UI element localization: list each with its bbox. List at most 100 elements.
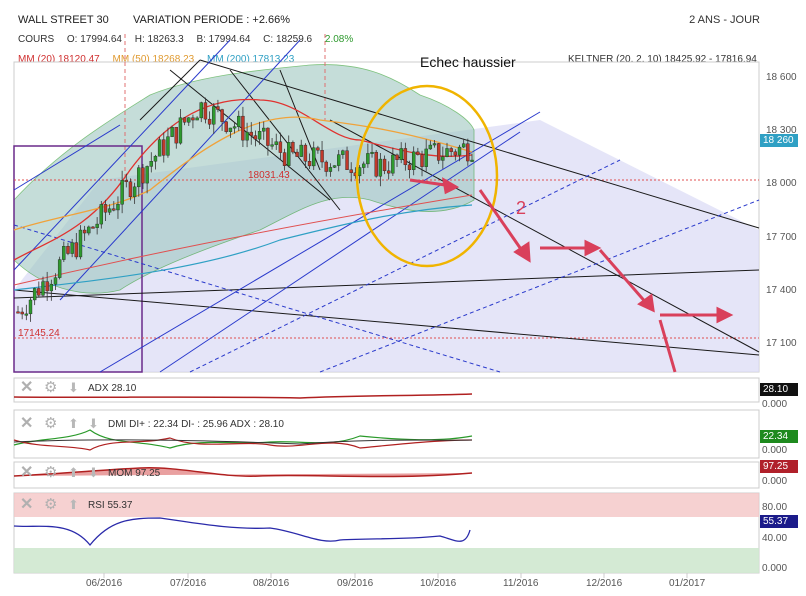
candle-body: [45, 281, 49, 292]
adx-line: [13, 393, 473, 399]
close-icon[interactable]: ✕: [20, 496, 34, 513]
candle-body: [320, 150, 324, 163]
rsi-line: [13, 517, 471, 547]
candle-body: [95, 223, 99, 228]
arrow-down-icon[interactable]: ⬇: [88, 416, 99, 431]
candle-body: [287, 142, 291, 166]
mom-line: [13, 467, 473, 478]
mm20-line: [13, 98, 473, 261]
arrow-down-icon[interactable]: ⬇: [68, 380, 79, 395]
current-price-badge: 18 260: [760, 134, 798, 147]
candle-body: [378, 158, 383, 177]
arrow-up-icon[interactable]: ⬆: [68, 465, 79, 480]
adx-panel: [13, 377, 760, 403]
candle-body: [428, 144, 433, 150]
y-tick: 17 100: [766, 338, 797, 349]
candle-body: [216, 106, 220, 110]
candle-body: [124, 180, 128, 183]
close-value: C: 18259.6: [263, 34, 313, 45]
mm200-line: [13, 204, 473, 291]
period-selector[interactable]: 2 ANS - JOUR: [689, 14, 760, 26]
mm50-legend[interactable]: MM (50) 18268.23: [112, 54, 195, 65]
candle-body: [282, 152, 287, 166]
candle-body: [349, 169, 353, 173]
change-value: 2.08%: [324, 34, 354, 45]
di-plus-line: [13, 429, 473, 449]
mm200-legend[interactable]: MM (200) 17813.23: [207, 54, 295, 65]
candle-body: [191, 117, 195, 121]
annotation-number: 2: [516, 198, 526, 218]
gear-icon[interactable]: ⚙: [44, 415, 58, 432]
candle-body: [41, 281, 45, 296]
gear-icon[interactable]: ⚙: [44, 496, 58, 513]
candle-body: [312, 147, 316, 167]
candlesticks: [16, 97, 474, 322]
candle-body: [470, 159, 474, 162]
blue-dashed-lines: [13, 159, 760, 373]
dmi-label: DMI DI+ : 22.34 DI- : 25.96 ADX : 28.10: [108, 419, 284, 430]
rsi-overbought-zone: [14, 493, 759, 517]
echec-label: Echec haussier: [420, 54, 516, 70]
instrument-title: WALL STREET 30: [18, 14, 109, 26]
candle-body: [170, 127, 174, 137]
candle-body: [178, 117, 183, 144]
candle-body: [141, 167, 145, 184]
rsi-badge: 55.37: [760, 515, 798, 528]
high-value: H: 18263.3: [134, 34, 184, 45]
keltner-legend[interactable]: KELTNER (20, 2, 10) 18425.92 - 17816.94: [568, 54, 757, 65]
candle-body: [107, 208, 112, 213]
candle-body: [278, 141, 283, 153]
close-icon[interactable]: ✕: [20, 464, 34, 481]
echec-ellipse: [355, 84, 499, 268]
adx-badge: 28.10: [760, 383, 798, 396]
candle-body: [299, 144, 303, 157]
close-icon[interactable]: ✕: [20, 415, 34, 432]
mm20-legend[interactable]: MM (20) 18120.47: [18, 54, 100, 65]
dmi-zero: 0.000: [762, 445, 788, 456]
mom-badge: 97.25: [760, 460, 798, 473]
candle-body: [49, 284, 54, 292]
candle-body: [224, 121, 228, 132]
candle-body: [257, 131, 262, 140]
x-tick: 09/2016: [337, 578, 374, 589]
arrow-up-icon[interactable]: ⬆: [68, 416, 79, 431]
candle-body: [291, 142, 295, 153]
x-tick: 08/2016: [253, 578, 290, 589]
close-icon[interactable]: ✕: [20, 379, 34, 396]
indicator-legend: MM (20) 18120.47 MM (50) 18268.23 MM (20…: [18, 54, 304, 65]
projection-arrows: [409, 177, 734, 373]
candle-body: [245, 131, 249, 141]
candle-body: [386, 170, 391, 174]
x-tick: 06/2016: [86, 578, 123, 589]
candle-body: [362, 163, 366, 168]
arrow-down-icon[interactable]: ⬇: [88, 465, 99, 480]
rsi-oversold-zone: [14, 548, 759, 573]
y-tick: 17 700: [766, 232, 797, 243]
candle-body: [332, 165, 337, 168]
candle-body: [62, 246, 66, 260]
candle-body: [457, 146, 462, 156]
x-axis-ticks: [103, 573, 688, 578]
candle-body: [262, 127, 266, 132]
candle-body: [228, 127, 233, 132]
candle-body: [99, 204, 104, 225]
candle-body: [74, 242, 79, 258]
gear-icon[interactable]: ⚙: [44, 464, 58, 481]
candle-body: [87, 226, 91, 234]
candle-body: [366, 153, 370, 165]
candle-body: [162, 139, 166, 156]
candle-body: [407, 164, 412, 170]
x-tick: 10/2016: [420, 578, 457, 589]
candle-body: [274, 141, 278, 145]
arrow-up-icon[interactable]: ⬆: [68, 497, 79, 512]
candle-body: [328, 167, 333, 172]
candle-body: [78, 229, 83, 258]
candle-body: [32, 288, 37, 301]
y-tick: 18 600: [766, 72, 797, 83]
gear-icon[interactable]: ⚙: [44, 379, 58, 396]
x-tick: 12/2016: [586, 578, 623, 589]
y-tick: 18 300: [766, 125, 797, 136]
candle-body: [232, 126, 237, 129]
candle-body: [53, 277, 58, 285]
